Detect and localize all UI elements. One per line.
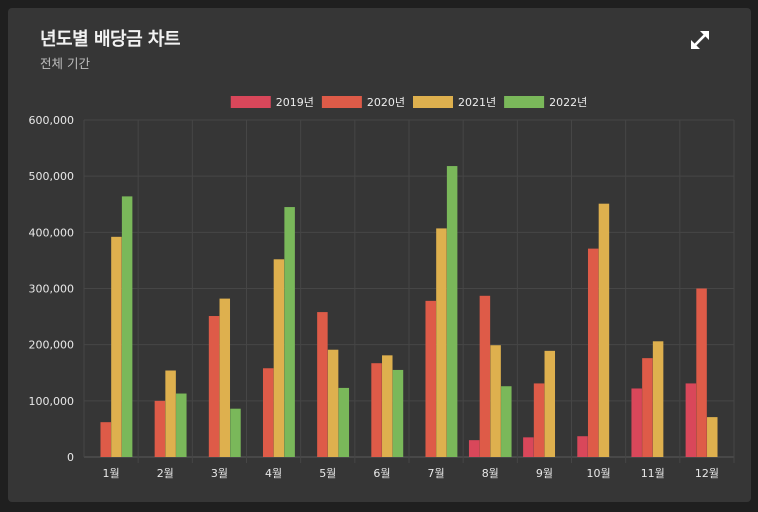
bar bbox=[479, 295, 491, 457]
bar bbox=[598, 203, 610, 457]
bar bbox=[696, 288, 707, 457]
x-tick-label: 1월 bbox=[103, 467, 120, 480]
legend-label: 2022년 bbox=[549, 96, 587, 109]
bar bbox=[533, 383, 545, 457]
bar bbox=[100, 422, 111, 457]
legend-label: 2021년 bbox=[458, 96, 496, 109]
bar bbox=[371, 363, 382, 457]
y-tick-label: 400,000 bbox=[29, 226, 75, 239]
legend-swatch bbox=[321, 96, 362, 108]
bar bbox=[523, 437, 534, 457]
bar bbox=[154, 400, 166, 457]
x-tick-label: 10월 bbox=[587, 467, 611, 480]
expand-arrows-icon[interactable] bbox=[688, 28, 712, 52]
x-tick-label: 6월 bbox=[373, 467, 390, 480]
legend-label: 2019년 bbox=[276, 96, 314, 109]
bar bbox=[631, 388, 642, 457]
x-tick-label: 8월 bbox=[482, 467, 499, 480]
bar bbox=[165, 370, 176, 457]
bar bbox=[392, 369, 404, 457]
bar bbox=[577, 436, 588, 457]
bar bbox=[382, 355, 393, 457]
legend-swatch bbox=[230, 96, 271, 108]
y-tick-label: 100,000 bbox=[29, 395, 75, 408]
bar bbox=[338, 387, 350, 457]
legend-swatch bbox=[413, 96, 453, 108]
bar bbox=[652, 341, 664, 457]
bar bbox=[111, 236, 122, 457]
x-tick-label: 7월 bbox=[428, 467, 445, 480]
legend-swatch bbox=[504, 96, 545, 108]
bar bbox=[273, 259, 285, 457]
bar bbox=[468, 440, 480, 457]
x-tick-label: 12월 bbox=[695, 467, 719, 480]
bar bbox=[121, 196, 133, 458]
bar bbox=[685, 383, 697, 457]
y-tick-label: 300,000 bbox=[29, 283, 75, 296]
chart-title: 년도별 배당금 차트 bbox=[40, 29, 181, 50]
y-tick-label: 500,000 bbox=[29, 170, 75, 183]
x-tick-label: 2월 bbox=[157, 467, 174, 480]
bar bbox=[436, 228, 447, 457]
bar bbox=[587, 248, 599, 457]
y-tick-label: 0 bbox=[67, 451, 74, 464]
x-tick-label: 5월 bbox=[319, 467, 336, 480]
bar bbox=[284, 207, 295, 457]
legend-label: 2020년 bbox=[367, 96, 405, 109]
bar bbox=[317, 312, 328, 457]
x-tick-label: 11월 bbox=[641, 467, 665, 480]
bar bbox=[219, 298, 231, 457]
bar bbox=[544, 350, 556, 457]
x-tick-label: 4월 bbox=[265, 467, 282, 480]
y-tick-label: 600,000 bbox=[29, 114, 75, 127]
bar bbox=[327, 349, 339, 457]
bar bbox=[501, 386, 512, 457]
bar bbox=[230, 408, 241, 457]
y-tick-label: 200,000 bbox=[29, 339, 75, 352]
chart-subtitle: 전체 기간 bbox=[40, 56, 90, 71]
x-tick-label: 9월 bbox=[536, 467, 553, 480]
bar bbox=[208, 316, 220, 457]
bar bbox=[176, 393, 187, 457]
bar bbox=[490, 345, 501, 457]
bar bbox=[446, 166, 458, 457]
bar bbox=[425, 300, 436, 457]
bar bbox=[642, 358, 653, 457]
bar bbox=[262, 368, 274, 457]
bar bbox=[707, 417, 718, 457]
x-tick-label: 3월 bbox=[211, 467, 228, 480]
